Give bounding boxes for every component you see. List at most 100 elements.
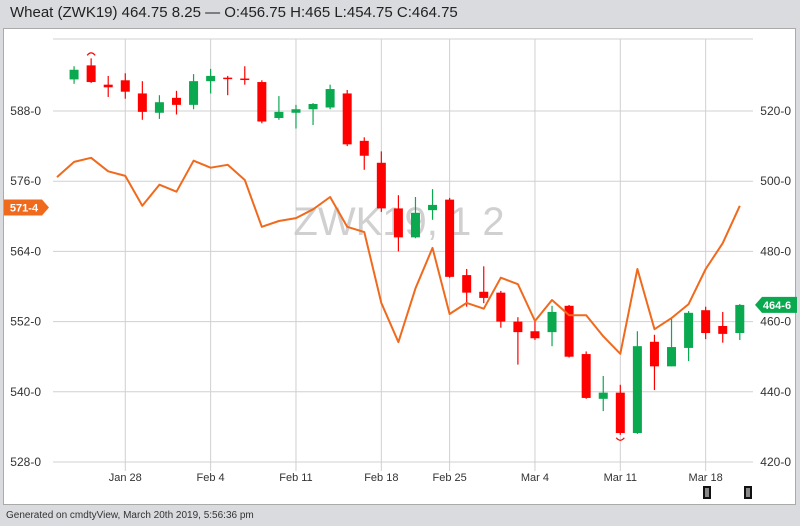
candle-body xyxy=(308,103,318,110)
candle-body xyxy=(325,89,335,108)
candle-body xyxy=(342,93,352,145)
candle xyxy=(359,137,369,170)
candle xyxy=(598,376,608,412)
candle xyxy=(206,68,216,94)
candle xyxy=(291,104,301,129)
candle-body xyxy=(718,325,728,334)
candle-body xyxy=(530,331,540,339)
candle-body xyxy=(137,93,147,112)
candle-body xyxy=(120,80,130,92)
candle xyxy=(428,189,438,220)
candle-body xyxy=(667,347,677,367)
x-axis-tick-label: Jan 28 xyxy=(109,472,142,484)
scroll-handle-right[interactable] xyxy=(744,486,752,499)
candle-body xyxy=(206,75,216,82)
x-axis-tick-label: Feb 11 xyxy=(279,472,312,484)
handle-grip-icon xyxy=(703,486,711,499)
x-axis-tick-label: Feb 18 xyxy=(364,472,398,484)
candle-body xyxy=(189,81,199,105)
candle-body xyxy=(257,82,267,122)
x-axis-tick-label: Mar 11 xyxy=(604,472,637,484)
candle-body xyxy=(428,204,438,211)
candle xyxy=(479,266,489,304)
candle xyxy=(547,305,557,347)
x-axis-tick-label: Feb 4 xyxy=(197,472,225,484)
candle-body xyxy=(69,69,79,80)
candle xyxy=(137,81,147,120)
generated-footer: Generated on cmdtyView, March 20th 2019,… xyxy=(6,510,254,521)
left-axis-tick-label: 588-0 xyxy=(10,104,41,118)
candle xyxy=(564,304,574,358)
scroll-handle-left[interactable] xyxy=(703,486,711,499)
candle-body xyxy=(103,84,113,88)
candlestick-chart[interactable]: 528-0 420-0 540-0 440-0 552-0 460-0 564-0 480-0… xyxy=(4,29,797,506)
candle xyxy=(393,195,403,252)
candle xyxy=(615,384,625,441)
candle-body xyxy=(615,392,625,434)
candle-body xyxy=(393,208,403,238)
candle-body xyxy=(445,199,455,277)
candle-body xyxy=(649,341,659,367)
candle-body xyxy=(223,77,233,80)
x-axis-tick-label: Feb 25 xyxy=(432,472,466,484)
candle xyxy=(667,318,677,367)
candle xyxy=(120,73,130,99)
candle-body xyxy=(154,102,164,113)
x-axis-tick-label: Mar 18 xyxy=(689,472,723,484)
candle-body xyxy=(581,354,591,398)
right-axis-tick-label: 460-0 xyxy=(760,315,791,329)
candle xyxy=(103,75,113,97)
candle-body xyxy=(632,346,642,434)
candle xyxy=(325,84,335,110)
candle xyxy=(410,196,420,239)
candle-body xyxy=(479,291,489,298)
candle xyxy=(257,80,267,124)
candle xyxy=(86,52,96,83)
left-axis-tick-label: 540-0 xyxy=(10,385,41,399)
chart-title: Wheat (ZWK19) 464.75 8.25 — O:456.75 H:4… xyxy=(10,4,458,21)
candle-body xyxy=(462,275,472,293)
candle-body xyxy=(359,140,369,156)
candle xyxy=(445,197,455,278)
candle xyxy=(581,351,591,399)
candle-body xyxy=(598,392,608,399)
candle-body xyxy=(240,78,250,81)
left-axis-tick-label: 552-0 xyxy=(10,315,41,329)
candle-body xyxy=(171,97,181,105)
candle xyxy=(274,96,284,120)
candle xyxy=(223,75,233,96)
candle xyxy=(308,103,318,126)
candle-body xyxy=(513,321,523,333)
candle xyxy=(171,90,181,115)
handle-grip-icon xyxy=(744,486,752,499)
candle-body xyxy=(274,111,284,119)
candle-body xyxy=(547,311,557,333)
left-axis-tick-label: 564-0 xyxy=(10,244,41,258)
candle-body xyxy=(496,292,506,322)
candle-body xyxy=(86,65,96,83)
candle-body xyxy=(735,304,745,334)
right-axis-tick-label: 420-0 xyxy=(760,455,791,469)
candle-body xyxy=(291,109,301,113)
candle xyxy=(513,317,523,365)
candle xyxy=(69,66,79,84)
right-axis-tick-label: 440-0 xyxy=(760,385,791,399)
candle-body xyxy=(701,310,711,334)
right-axis-tick-label: 500-0 xyxy=(760,174,791,188)
candle xyxy=(530,320,540,341)
right-axis-tick-label: 480-0 xyxy=(760,244,791,258)
candle xyxy=(342,89,352,147)
candle xyxy=(462,268,472,307)
candle xyxy=(632,331,642,434)
candle-body xyxy=(376,162,386,209)
candle xyxy=(684,311,694,362)
candle xyxy=(701,306,711,340)
candle xyxy=(735,304,745,341)
right-last-value-label: 464-6 xyxy=(763,300,791,312)
right-axis-tick-label: 520-0 xyxy=(760,104,791,118)
left-axis-tick-label: 576-0 xyxy=(10,174,41,188)
right-last-value-badge xyxy=(755,296,797,313)
candle-body xyxy=(564,305,574,357)
candle xyxy=(240,66,250,85)
x-axis-tick-label: Mar 4 xyxy=(521,472,549,484)
